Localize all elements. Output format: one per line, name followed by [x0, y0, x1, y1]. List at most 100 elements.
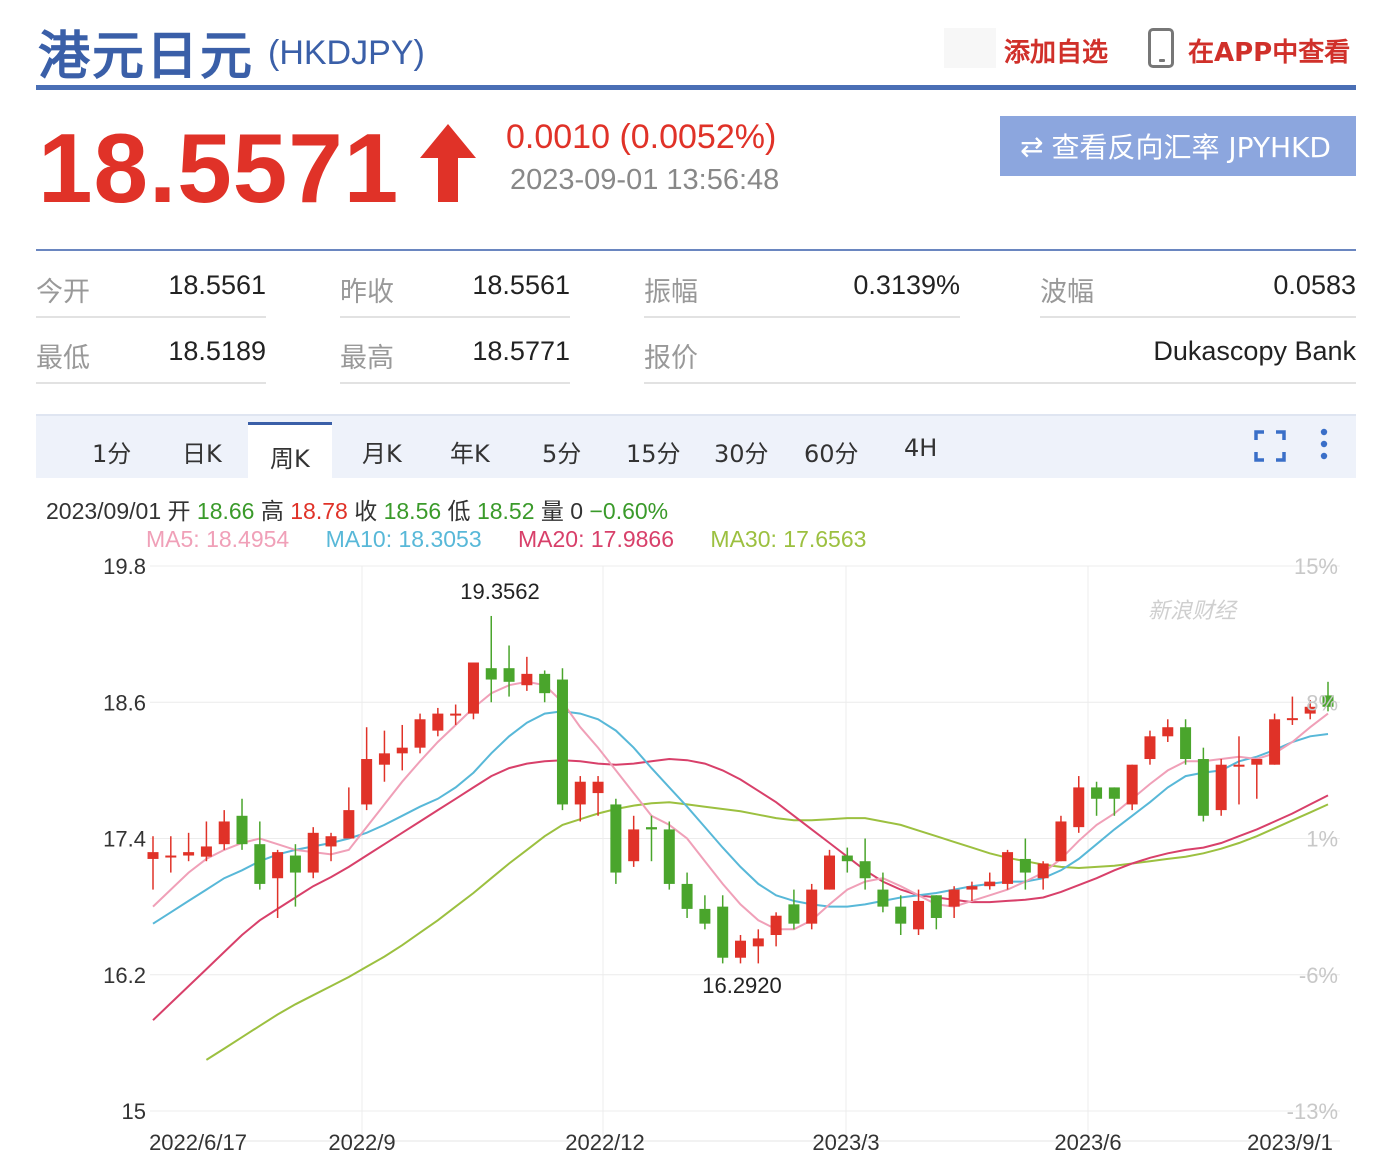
quote-timestamp: 2023-09-01 13:56:48	[510, 164, 780, 196]
stat-value: Dukascopy Bank	[1153, 336, 1356, 366]
candle-body	[752, 938, 764, 947]
candle-body	[1055, 821, 1067, 862]
candle-body	[378, 753, 390, 765]
tab-30min[interactable]: 30分	[714, 440, 769, 468]
info-close-label: 收	[354, 498, 378, 524]
candle-body	[1286, 718, 1298, 721]
candle-body	[770, 915, 782, 936]
x-tick-label: 2023/9/1	[1247, 1130, 1333, 1154]
candle-body	[1019, 858, 1031, 873]
price-change: 0.0010 (0.0052%)	[506, 118, 777, 156]
candle-body	[147, 852, 159, 859]
candle-body	[218, 821, 230, 845]
candle-body	[735, 940, 746, 958]
candle-body	[574, 781, 586, 805]
candle-body	[717, 906, 729, 958]
stat-amplitude: 振幅 0.3139%	[644, 252, 960, 318]
stat-value: 18.5561	[472, 270, 570, 300]
kline-chart[interactable]: 19.8 15% 18.6 8% 17.4 1% 16.2 -6% 15 -13% 2022/6/1…	[0, 540, 1390, 1154]
candle-body	[930, 895, 942, 918]
info-open-label: 开	[167, 498, 191, 524]
stat-value: 18.5561	[168, 270, 266, 300]
candle-body	[841, 855, 853, 862]
candle-body	[414, 719, 426, 748]
ma30-line	[205, 801, 1329, 1061]
stat-label: 昨收	[340, 277, 394, 308]
candle-body	[307, 832, 319, 873]
candle-body	[200, 846, 212, 857]
stat-quote-source: 报价 Dukascopy Bank	[644, 318, 1356, 384]
ma5-line	[152, 680, 1329, 931]
candle-body	[450, 713, 462, 716]
tab-month[interactable]: 月K	[362, 440, 402, 468]
y-tick-label: 17.4	[103, 827, 146, 852]
stat-value: 0.0583	[1273, 270, 1356, 300]
candles	[147, 615, 1334, 964]
candle-body	[289, 855, 301, 873]
more-options-icon[interactable]	[1316, 428, 1332, 462]
candle-body	[806, 889, 818, 924]
candle-body	[1251, 759, 1263, 765]
tab-1min[interactable]: 1分	[92, 440, 132, 468]
stat-label: 最高	[340, 343, 394, 374]
candle-body	[824, 855, 836, 890]
candle-body	[984, 881, 996, 887]
candle-body	[1126, 764, 1138, 805]
reverse-rate-button[interactable]: ⇄ 查看反向汇率 JPYHKD	[1000, 116, 1356, 176]
info-high-label: 高	[260, 498, 284, 524]
open-app-button[interactable]: 在APP中查看	[1188, 38, 1351, 68]
candle-body	[1002, 852, 1014, 884]
candle-body	[628, 829, 640, 862]
period-tabbar: 1分 日K 周K 月K 年K 5分 15分 30分 60分 4H	[36, 414, 1356, 482]
candle-body	[1073, 787, 1085, 828]
candle-body	[503, 668, 515, 682]
candle-body	[895, 906, 907, 924]
x-tick-label: 2022/6/17	[149, 1130, 247, 1154]
tab-60min[interactable]: 60分	[804, 440, 859, 468]
candle-body	[1322, 695, 1334, 707]
candle-body	[539, 673, 551, 694]
fullscreen-icon[interactable]	[1254, 430, 1286, 462]
candle-body	[1180, 727, 1192, 760]
candle-body	[645, 827, 657, 830]
stat-value: 0.3139%	[853, 270, 960, 300]
stat-range: 波幅 0.0583	[1040, 252, 1356, 318]
min-annotation: 16.2920	[702, 973, 782, 998]
ma-legend: MA5: 18.4954 MA10: 18.3053 MA20: 17.9866…	[146, 526, 896, 553]
stat-low: 最低 18.5189	[36, 318, 266, 384]
tab-year[interactable]: 年K	[450, 440, 490, 468]
tab-4h[interactable]: 4H	[904, 434, 938, 462]
info-low-label: 低	[447, 498, 471, 524]
info-vol-label: 量	[540, 498, 564, 524]
ma10-legend: MA10: 18.3053	[325, 526, 482, 552]
info-high: 18.78	[290, 498, 348, 524]
current-price: 18.5571	[38, 113, 400, 223]
candle-body	[1304, 706, 1316, 714]
candle-body	[521, 673, 533, 686]
candle-body	[1197, 759, 1209, 816]
candle-body	[1037, 863, 1049, 879]
candle-body	[485, 668, 497, 680]
add-favorite-button[interactable]: 添加自选	[1004, 38, 1109, 68]
up-arrow-icon	[420, 124, 476, 202]
tab-day[interactable]: 日K	[182, 440, 222, 468]
info-vol: 0	[570, 498, 584, 524]
candle-body	[788, 904, 800, 924]
tab-week[interactable]: 周K	[248, 422, 332, 482]
y-tick-label: 15	[122, 1099, 146, 1124]
candle-body	[165, 855, 177, 858]
candle-body	[1144, 736, 1156, 760]
candle-body	[681, 883, 693, 909]
tab-5min[interactable]: 5分	[542, 440, 582, 468]
max-annotation: 19.3562	[460, 579, 540, 604]
tab-15min[interactable]: 15分	[626, 440, 681, 468]
stat-label: 今开	[36, 277, 90, 308]
y-right-tick-label: 1%	[1306, 827, 1338, 852]
phone-icon[interactable]	[1148, 28, 1174, 68]
candle-body	[1233, 764, 1245, 767]
stat-label: 振幅	[644, 277, 698, 308]
stat-open: 今开 18.5561	[36, 252, 266, 318]
y-right-tick-label: 8%	[1306, 690, 1338, 715]
candle-body	[877, 889, 889, 907]
candle-body	[699, 908, 711, 924]
